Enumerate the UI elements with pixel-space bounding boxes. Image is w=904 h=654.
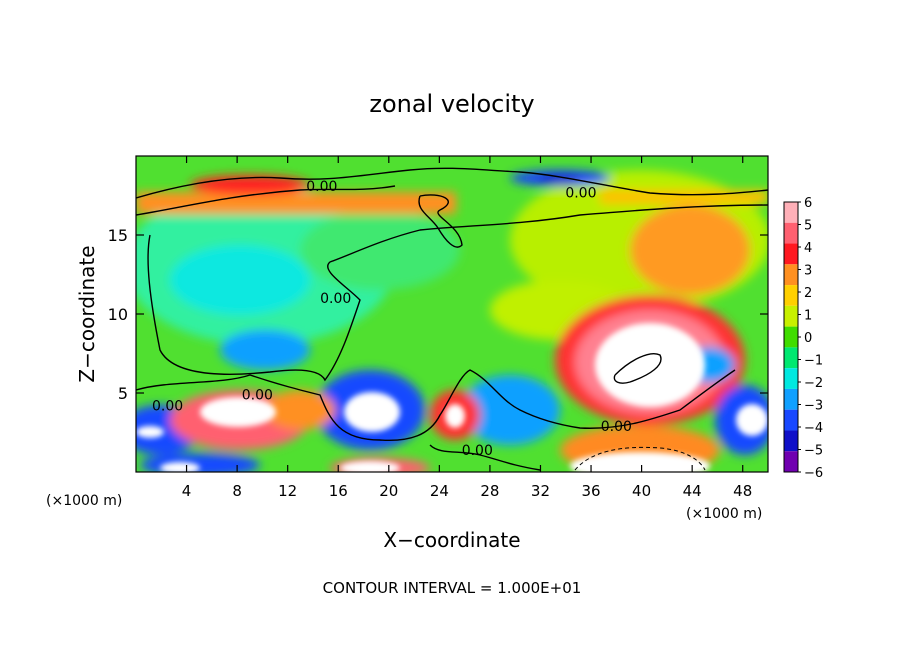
colorbar-swatch (784, 202, 798, 223)
colorbar-label: −2 (804, 376, 823, 391)
x-tick-label: 48 (733, 482, 752, 500)
colorbar-swatch (784, 368, 798, 389)
x-tick-label: 36 (581, 482, 600, 500)
contour-label: 0.00 (306, 179, 337, 195)
y-axis: 5 10 15 (108, 226, 768, 403)
colorbar-label: 0 (804, 331, 812, 346)
colorbar-swatch (784, 222, 798, 244)
x-tick-label: 4 (182, 482, 192, 500)
colorbar-label: −5 (804, 444, 823, 459)
contour-label: 0.00 (462, 443, 493, 459)
y-tick-label: 5 (118, 384, 128, 403)
x-units-right: (×1000 m) (686, 506, 762, 522)
colorbar-swatch (784, 430, 798, 452)
x-units-left: (×1000 m) (46, 493, 122, 509)
colorbar-swatch (784, 326, 798, 348)
contour-label: 0.00 (152, 399, 183, 415)
contour-label: 0.00 (320, 291, 351, 307)
x-tick-label: 20 (379, 482, 398, 500)
colorbar-label: 3 (804, 264, 812, 279)
colorbar: 6 5 4 3 2 1 0 −1 −2 −3 −4 −5 −6 (783, 196, 823, 481)
y-tick-label: 10 (108, 305, 128, 324)
colorbar-swatch (784, 451, 798, 472)
colorbar-label: −6 (804, 466, 823, 481)
colorbar-label: 5 (804, 219, 812, 234)
contour-label: 0.00 (242, 388, 273, 404)
contour-label: 0.00 (601, 419, 632, 435)
heatmap-field (136, 156, 768, 472)
colorbar-swatch (784, 409, 798, 431)
x-tick-label: 12 (278, 482, 297, 500)
colorbar-label: −4 (804, 421, 823, 436)
y-tick-label: 15 (108, 226, 128, 245)
x-tick-label: 44 (683, 482, 702, 500)
y-axis-label: Z−coordinate (75, 245, 99, 382)
colorbar-swatch (784, 285, 798, 306)
chart-title: zonal velocity (369, 90, 534, 118)
colorbar-label: 1 (804, 309, 812, 324)
x-tick-label: 40 (632, 482, 651, 500)
colorbar-label: −1 (804, 354, 823, 369)
colorbar-swatch (784, 347, 798, 369)
colorbar-swatch (784, 388, 798, 410)
x-axis: 4 8 12 16 20 24 28 32 36 40 44 48 (182, 156, 752, 500)
x-axis-label: X−coordinate (383, 528, 520, 552)
x-tick-label: 28 (480, 482, 499, 500)
colorbar-swatch (784, 305, 798, 327)
contour-label: 0.00 (565, 185, 596, 201)
colorbar-label: −3 (804, 399, 823, 414)
x-tick-label: 16 (329, 482, 348, 500)
colorbar-swatch (784, 243, 798, 265)
contour-labels: 0.00 0.00 0.00 0.00 0.00 0.00 0.00 (152, 179, 632, 459)
x-tick-label: 8 (232, 482, 242, 500)
colorbar-label: 6 (804, 196, 812, 211)
x-tick-label: 24 (430, 482, 449, 500)
contour-interval-note: CONTOUR INTERVAL = 1.000E+01 (323, 579, 582, 597)
x-tick-label: 32 (531, 482, 550, 500)
colorbar-swatch (784, 264, 798, 286)
colorbar-label: 4 (804, 241, 812, 256)
colorbar-label: 2 (804, 286, 812, 301)
